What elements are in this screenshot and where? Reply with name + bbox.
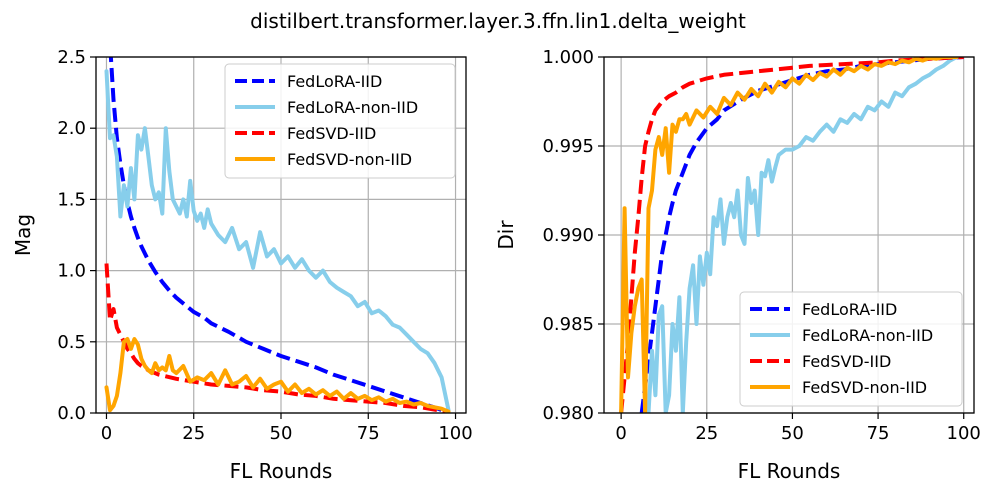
y-tick-label: 0.995 — [542, 136, 594, 157]
x-tick-label: 100 — [438, 423, 472, 444]
series-line-fedsvd-iid — [619, 57, 964, 413]
x-axis-label: FL Rounds — [230, 459, 333, 483]
legend: FedLoRA-IID FedLoRA-non-IID FedSVD-IID FedS… — [739, 291, 963, 407]
series-line-fedsvd-non-iid — [104, 337, 451, 413]
legend-label: FedSVD-IID — [287, 124, 376, 143]
legend-label: FedSVD-IID — [802, 352, 891, 371]
figure-title: distilbert.transformer.layer.3.ffn.lin1.… — [250, 9, 746, 33]
y-tick-label: 0.5 — [57, 332, 86, 353]
y-tick-label: 1.000 — [542, 47, 594, 68]
x-tick-label: 25 — [695, 423, 718, 444]
x-tick-label: 75 — [357, 423, 380, 444]
legend-box — [739, 291, 963, 407]
y-tick-label: 2.0 — [57, 118, 86, 139]
legend: FedLoRA-IID FedLoRA-non-IID FedSVD-IID FedS… — [224, 63, 456, 179]
legend-label: FedLoRA-non-IID — [287, 98, 418, 117]
legend-label: FedLoRA-IID — [802, 300, 897, 319]
series-line-fedlora-non-iid — [104, 69, 451, 413]
x-tick-label: 75 — [867, 423, 890, 444]
y-axis-label: Dir — [494, 220, 518, 250]
legend-label: FedLoRA-IID — [287, 72, 382, 91]
x-tick-label: 0 — [101, 423, 112, 444]
x-axis-label: FL Rounds — [738, 459, 841, 483]
direction-chart: 0 25 50 75 100 0.980 0.985 0.990 0.995 1.000 FL Ro… — [494, 47, 981, 483]
magnitude-chart: 0 25 50 75 100 0.0 0.5 1.0 1.5 2.0 2.5 FL Rounds Mag… — [11, 47, 473, 483]
x-tick-label: 50 — [270, 423, 293, 444]
y-tick-label: 2.5 — [57, 47, 86, 68]
legend-label: FedSVD-non-IID — [287, 150, 412, 169]
x-tick-label: 50 — [781, 423, 804, 444]
x-tick-label: 100 — [947, 423, 981, 444]
legend-label: FedSVD-non-IID — [802, 378, 927, 397]
x-tick-label: 25 — [182, 423, 205, 444]
y-tick-label: 0.990 — [542, 225, 594, 246]
series-group — [104, 57, 451, 413]
y-tick-label: 0.985 — [542, 314, 594, 335]
y-tick-label: 0.0 — [57, 403, 86, 424]
y-tick-label: 1.0 — [57, 261, 86, 282]
legend-label: FedLoRA-non-IID — [802, 326, 933, 345]
y-tick-label: 0.980 — [542, 403, 594, 424]
series-line-fedsvd-iid — [104, 263, 450, 413]
y-tick-label: 1.5 — [57, 189, 86, 210]
series-line-fedsvd-non-iid — [619, 57, 959, 413]
y-axis-label: Mag — [11, 214, 35, 256]
legend-box — [224, 63, 456, 179]
series-group — [619, 57, 964, 413]
x-tick-label: 0 — [615, 423, 626, 444]
series-line-fedlora-non-iid — [646, 57, 959, 413]
